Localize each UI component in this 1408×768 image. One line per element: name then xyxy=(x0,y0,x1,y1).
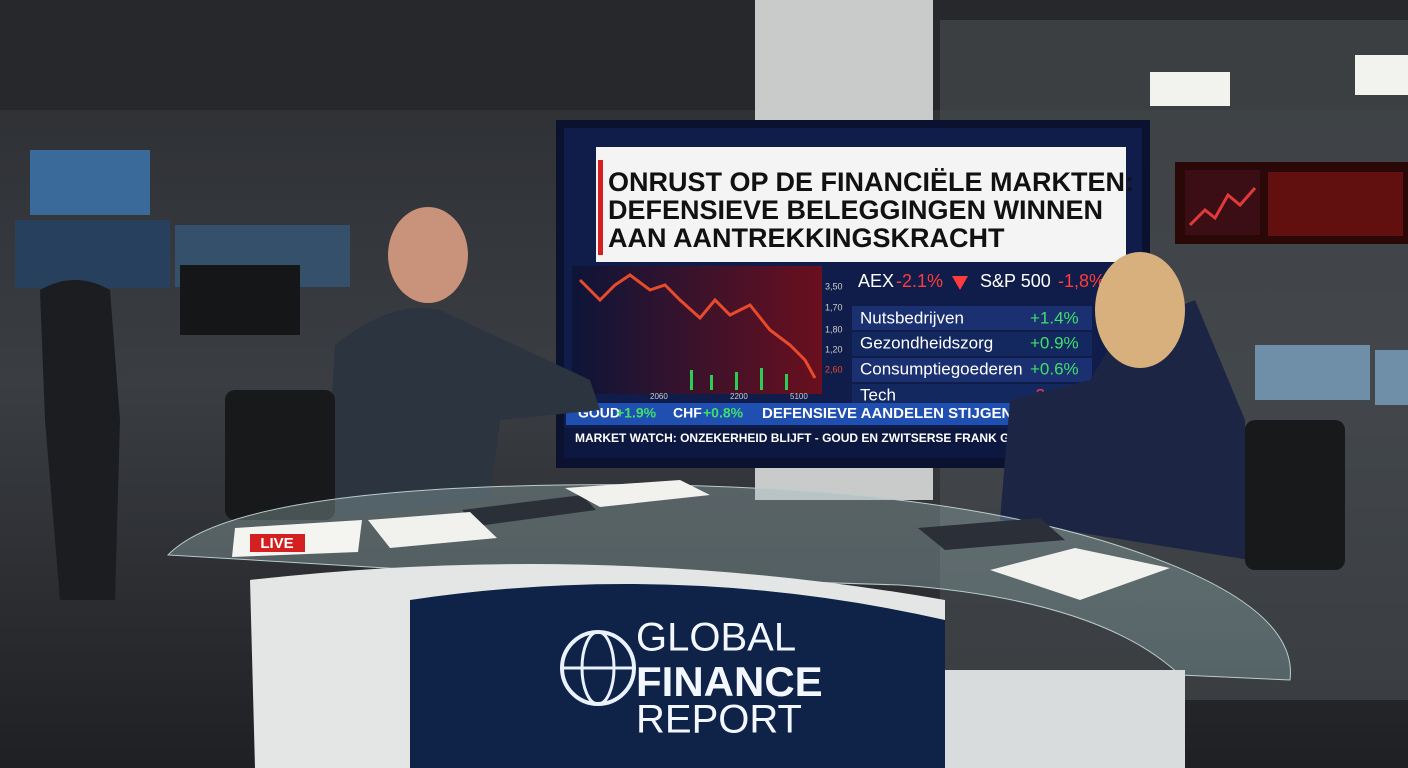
crawl-text: MARKET WATCH: ONZEKERHEID BLIJFT - GOUD … xyxy=(575,431,1114,445)
time-label: 5100 xyxy=(790,392,808,401)
axis-label: 1,20 xyxy=(825,344,843,354)
sector-row xyxy=(852,306,1092,330)
logo-text: REPORT xyxy=(636,698,802,742)
headline-line: AAN AANTREKKINGSKRACHT xyxy=(608,223,1005,253)
index-change: -1,8% xyxy=(1058,271,1105,291)
ticker-change: +0.8% xyxy=(703,405,744,421)
axis-label: 3,50 xyxy=(825,281,843,291)
tablet xyxy=(462,495,596,526)
desk-side xyxy=(945,670,1185,768)
logo-text: FINANCE xyxy=(636,658,823,705)
chair xyxy=(225,390,335,520)
paper xyxy=(990,548,1170,600)
axis-label: 1,80 xyxy=(825,324,843,334)
ticker-headline: DEFENSIEVE AANDELEN STIJGEN xyxy=(762,405,1012,422)
time-label: 2200 xyxy=(730,392,748,401)
ticker-name: CHF xyxy=(673,405,702,421)
chart-line xyxy=(578,273,817,379)
sector-change: +0.9% xyxy=(1030,333,1079,352)
sector-name: Nutsbedrijven xyxy=(860,308,964,327)
headline-line: DEFENSIEVE BELEGGINGEN WINNEN xyxy=(608,195,1103,225)
monitor xyxy=(1375,350,1408,405)
live-badge xyxy=(250,534,305,552)
ceiling-light xyxy=(1355,55,1408,95)
paper xyxy=(565,480,710,507)
sector-row xyxy=(852,358,1092,382)
index-change: -2.1% xyxy=(896,271,943,291)
chair xyxy=(1245,420,1345,570)
board-numbers xyxy=(1268,172,1403,236)
male-anchor-head xyxy=(388,207,468,303)
ticker-change: +1.9% xyxy=(616,405,657,421)
axis-label: 2,60 xyxy=(825,364,843,374)
female-anchor xyxy=(1000,300,1250,560)
headline-box xyxy=(596,147,1126,262)
axis-label: 1,70 xyxy=(825,302,843,312)
ticker-band xyxy=(566,403,1096,425)
male-anchor xyxy=(325,308,600,520)
volume-bars xyxy=(690,368,788,390)
down-arrow xyxy=(952,276,968,290)
monitor xyxy=(15,220,170,288)
camera-operator xyxy=(40,280,120,600)
headline-accent xyxy=(598,160,603,255)
female-anchor-hair xyxy=(1095,252,1185,368)
board-line xyxy=(1188,187,1257,227)
index-name: S&P 500 xyxy=(980,271,1051,291)
paper xyxy=(368,512,497,548)
live-text: LIVE xyxy=(260,535,293,552)
desk-panel xyxy=(410,584,945,768)
sector-name: Gezondheidszorg xyxy=(860,333,993,352)
index-name: AEX xyxy=(858,271,894,291)
monitor xyxy=(30,150,150,215)
sector-row xyxy=(852,332,1092,356)
monitor xyxy=(1255,345,1370,400)
ceiling-light xyxy=(1150,72,1230,106)
tablet xyxy=(918,518,1065,550)
headline-line: ONRUST OP DE FINANCIËLE MARKTEN: xyxy=(608,167,1134,197)
sector-change: +0.6% xyxy=(1030,359,1079,378)
camera xyxy=(180,265,300,335)
sector-change: +1.4% xyxy=(1030,308,1079,327)
time-label: 2060 xyxy=(650,392,668,401)
chart-area xyxy=(572,266,822,394)
logo-text: GLOBAL xyxy=(636,616,796,660)
sector-name: Consumptiegoederen xyxy=(860,359,1023,378)
sector-name: Tech xyxy=(860,385,896,404)
